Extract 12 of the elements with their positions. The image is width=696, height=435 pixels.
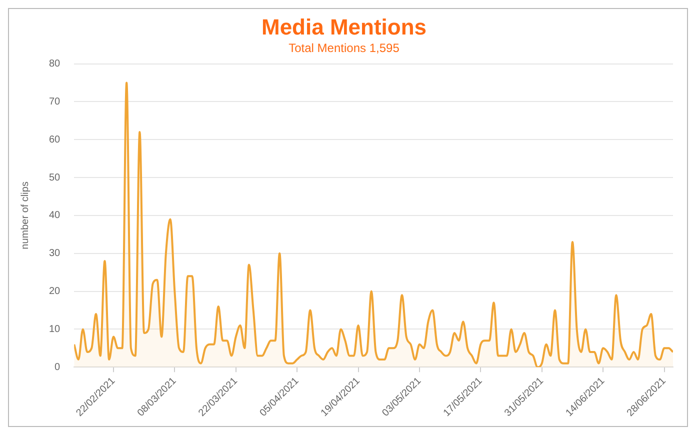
y-tick-label: 10 — [49, 324, 61, 335]
y-tick-label: 60 — [49, 134, 61, 146]
y-tick-label: 40 — [49, 210, 61, 222]
y-tick-label: 0 — [54, 362, 61, 373]
y-tick-label: 80 — [49, 58, 61, 70]
y-tick-label: 50 — [49, 172, 61, 184]
y-tick-label: 30 — [49, 248, 61, 260]
chart-title: Media Mentions — [261, 14, 427, 40]
y-axis-title: number of clips — [20, 182, 31, 250]
y-tick-label: 20 — [49, 286, 61, 298]
y-tick-label: 70 — [49, 96, 61, 108]
chart-subtitle: Total Mentions 1,595 — [288, 40, 400, 55]
